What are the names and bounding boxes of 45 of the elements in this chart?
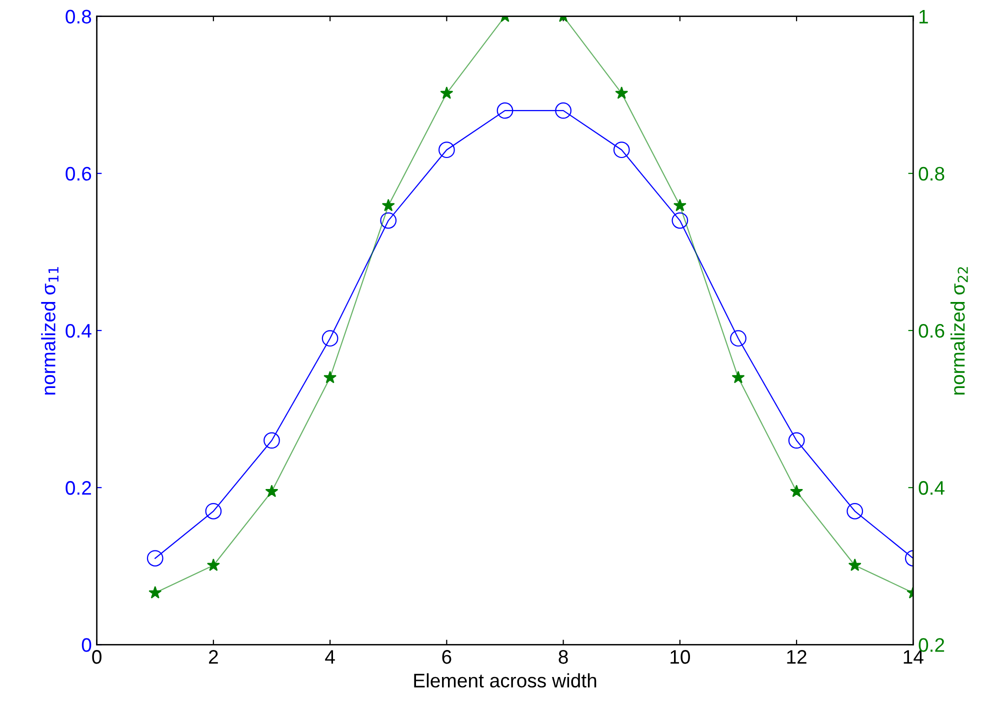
y2-tick-label: 1 [920,10,928,24]
point [613,142,630,158]
point [615,86,628,99]
y-tick-label: 0 [82,638,92,652]
point [673,198,686,212]
y-tick-label: 0.6 [66,166,92,181]
point [146,550,164,566]
y-tick-label: 0.4 [66,324,92,338]
point [264,432,280,449]
point [790,484,804,498]
point [846,502,864,520]
y-tick-label: 0.8 [66,10,92,24]
point [496,102,514,119]
y2-tick-label: 0.2 [918,638,944,652]
y2-axis-title: normalized σ$_{22}$ [950,267,968,395]
point [732,370,745,384]
point [730,330,746,347]
x-tick-label: 14 [904,650,924,664]
x-tick-label: 8 [558,650,568,664]
y2-tick-label: 0.6 [918,324,944,338]
y2-tick-label: 0.8 [918,166,944,181]
y2-tick-label: 0.4 [918,481,944,495]
point [265,484,278,498]
point [555,102,572,119]
x-tick-label: 12 [787,650,806,664]
point [205,502,222,520]
point [148,586,162,598]
point [440,86,454,99]
y-tick-label: 0.2 [66,481,91,495]
x-tick-label: 6 [442,650,452,664]
y-axis-title: normalized σ$_{11}$ [41,267,58,395]
x-tick-label: 4 [325,650,335,664]
x-tick-label: 0 [92,650,102,664]
point [206,558,220,571]
x-tick-label: 10 [670,650,690,664]
point [438,142,455,158]
x-axis-title: Element across width [414,673,596,688]
point [672,212,688,229]
point [380,212,397,229]
point [322,330,338,347]
point [324,370,337,384]
x-tick-label: 2 [209,650,218,664]
point [788,432,805,449]
point [382,198,395,212]
point [848,558,862,571]
